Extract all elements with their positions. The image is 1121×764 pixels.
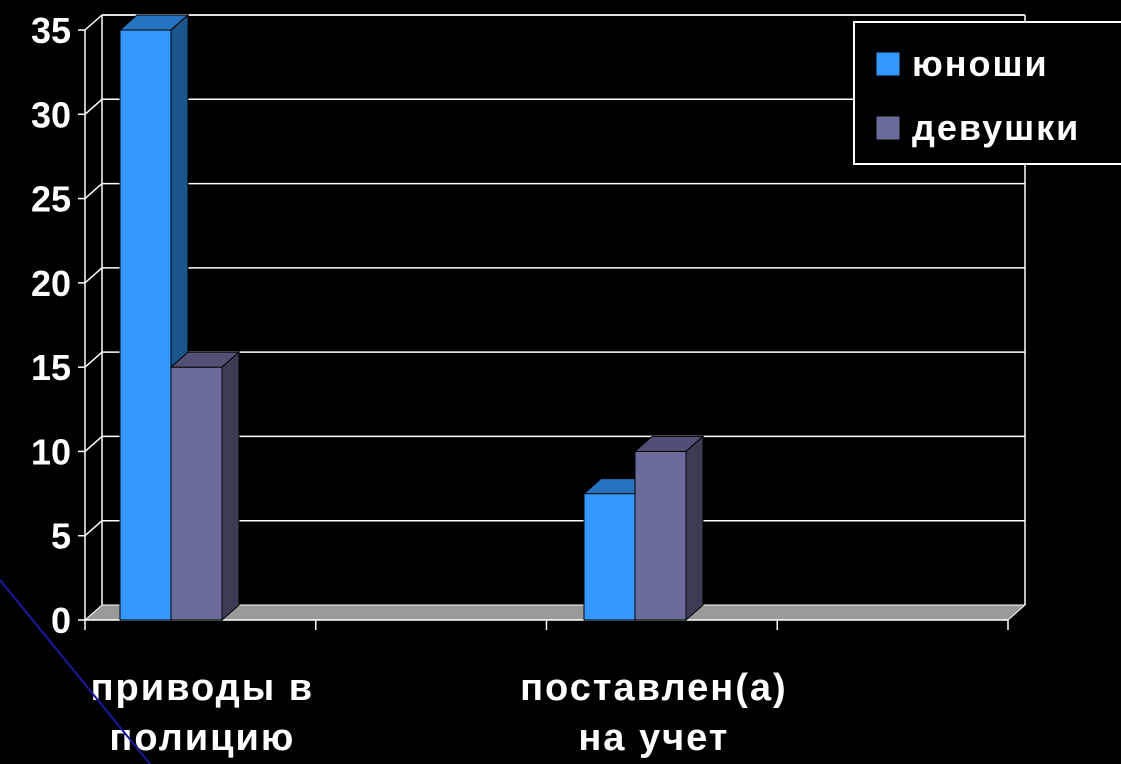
y-axis: 0 5 10 15 20 25 30 35 [31,10,85,641]
y-tick-label: 10 [31,431,71,472]
gridline-side [84,351,103,368]
legend-label: девушки [912,107,1080,148]
bar-side [685,435,704,622]
y-tick-label: 5 [51,516,71,557]
x-axis: приводы в полицию поставлен(а) на учет [84,619,1009,759]
gridline-side [84,267,103,284]
bar [583,493,636,621]
y-tick-label: 35 [31,10,71,51]
gridline-side [84,520,103,537]
y-tick-label: 30 [31,94,71,135]
gridline-side [84,14,103,31]
bar-side [221,351,240,622]
bar [119,29,172,621]
y-tick-label: 0 [51,600,71,641]
x-category-label: полицию [109,717,295,759]
x-category-label: приводы в [91,667,315,709]
bar [634,450,687,621]
legend-swatch [875,115,901,141]
legend-label: юноши [912,43,1049,84]
y-tick-label: 15 [31,347,71,388]
bar [170,366,223,621]
decor [0,579,151,764]
legend-swatch [875,51,901,77]
x-category-label: на учет [578,717,729,759]
gridline-side [84,98,103,115]
y-tick-label: 20 [31,263,71,304]
y-tick-label: 25 [31,179,71,220]
decor-diagonal-line [0,579,151,764]
bars [118,13,705,622]
gridline-side [84,435,103,452]
legend: юноши девушки [853,21,1121,165]
x-category-label: поставлен(а) [520,667,788,709]
gridline-side [84,183,103,200]
